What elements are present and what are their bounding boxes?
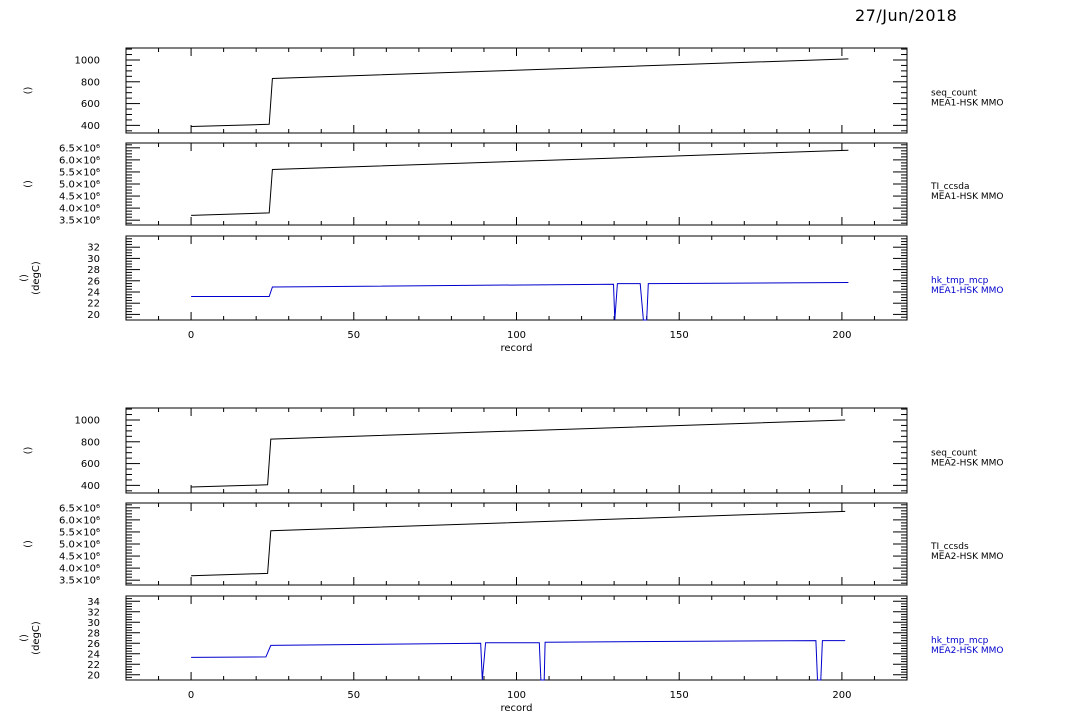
panel-frame: [125, 142, 908, 226]
y-tick-label: 34: [87, 597, 100, 608]
y-tick-label: 3.5×10⁶: [59, 576, 100, 587]
legend-source: MEA1-HSK MMO: [931, 99, 1003, 109]
plot-date: 27/Jun/2018: [855, 6, 958, 25]
y-tick-label: 3.5×10⁶: [59, 216, 100, 227]
y-tick-label: 1000: [75, 415, 100, 426]
x-tick-label: 0: [188, 690, 194, 701]
y-tick-label: 30: [87, 254, 100, 265]
series-line: [191, 149, 849, 216]
y-tick-label: 6.0×10⁶: [59, 515, 100, 526]
y-tick-label: 20: [87, 670, 100, 681]
y-tick-label: 400: [81, 481, 100, 492]
panel-frame: [125, 502, 908, 586]
legend-variable: TI_ccsda: [930, 182, 969, 192]
legend-source: MEA2-HSK MMO: [931, 552, 1003, 562]
legend-source: MEA2-HSK MMO: [931, 459, 1003, 469]
y-tick-label: 24: [87, 649, 100, 660]
x-tick-label: 0: [188, 330, 194, 341]
series-line: [191, 419, 846, 488]
y-axis-label: (): [23, 540, 34, 548]
legend-source: MEA1-HSK MMO: [931, 192, 1003, 202]
y-tick-label: 5.5×10⁶: [59, 527, 100, 538]
y-tick-label: 26: [87, 639, 100, 650]
legend-variable: seq_count: [931, 449, 977, 459]
x-tick-label: 50: [347, 330, 360, 341]
y-tick-label: 4.0×10⁶: [59, 564, 100, 575]
y-tick-label: 22: [87, 660, 100, 671]
y-tick-label: 4.5×10⁶: [59, 192, 100, 203]
y-tick-label: 4.5×10⁶: [59, 552, 100, 563]
legend-variable: seq_count: [931, 89, 977, 99]
x-tick-label: 200: [832, 330, 851, 341]
panel-frame: [125, 235, 908, 321]
series-line: [191, 282, 849, 321]
y-axis-label: (): [23, 447, 34, 455]
panel-frame: [125, 407, 908, 494]
y-tick-label: 30: [87, 618, 100, 629]
x-tick-label: 50: [347, 690, 360, 701]
y-tick-label: 1000: [75, 55, 100, 66]
y-axis-label: (): [23, 87, 34, 95]
y-axis-label: (): [19, 634, 30, 642]
y-tick-label: 20: [87, 310, 100, 321]
series-line: [191, 58, 849, 127]
y-tick-label: 6.5×10⁶: [59, 143, 100, 154]
legend-variable: hk_tmp_mcp: [931, 636, 989, 646]
x-tick-label: 150: [670, 690, 689, 701]
legend-variable: hk_tmp_mcp: [931, 276, 989, 286]
legend-source: MEA1-HSK MMO: [931, 286, 1003, 296]
y-tick-label: 400: [81, 121, 100, 132]
series-line: [191, 510, 846, 577]
y-tick-label: 5.0×10⁶: [59, 180, 100, 191]
y-tick-label: 5.0×10⁶: [59, 540, 100, 551]
panel-frame: [125, 595, 908, 681]
legend-variable: TI_ccsds: [930, 542, 969, 552]
y-tick-label: 32: [87, 607, 100, 618]
y-tick-label: 28: [87, 265, 100, 276]
y-axis-unit: (degC): [31, 261, 42, 295]
x-tick-label: 100: [507, 330, 526, 341]
y-tick-label: 28: [87, 628, 100, 639]
x-axis-label: record: [501, 703, 533, 714]
y-tick-label: 600: [81, 99, 100, 110]
y-tick-label: 24: [87, 288, 100, 299]
y-tick-label: 5.5×10⁶: [59, 167, 100, 178]
y-tick-label: 22: [87, 299, 100, 310]
y-tick-label: 6.0×10⁶: [59, 155, 100, 166]
y-axis-label: (): [19, 274, 30, 282]
y-tick-label: 800: [81, 77, 100, 88]
x-tick-label: 150: [670, 330, 689, 341]
y-axis-label: (): [23, 180, 34, 188]
y-axis-unit: (degC): [31, 621, 42, 655]
y-tick-label: 6.5×10⁶: [59, 503, 100, 514]
x-tick-label: 100: [507, 690, 526, 701]
legend-source: MEA2-HSK MMO: [931, 646, 1003, 656]
x-tick-label: 200: [832, 690, 851, 701]
x-axis-label: record: [501, 343, 533, 354]
y-tick-label: 4.0×10⁶: [59, 204, 100, 215]
y-tick-label: 26: [87, 276, 100, 287]
y-tick-label: 32: [87, 243, 100, 254]
series-line: [191, 640, 846, 681]
y-tick-label: 600: [81, 459, 100, 470]
y-tick-label: 800: [81, 437, 100, 448]
